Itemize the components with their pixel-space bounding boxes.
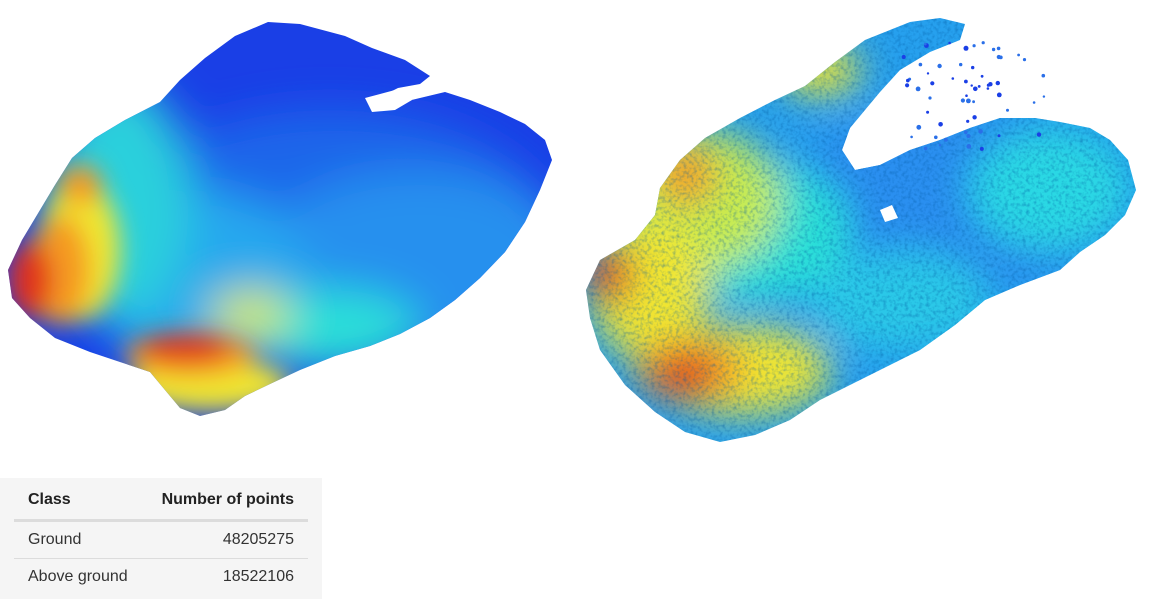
scatter-point — [1042, 95, 1046, 98]
scatter-point — [965, 94, 968, 97]
row-class-ground: Ground — [14, 520, 145, 559]
scatter-point — [981, 41, 985, 45]
scatter-point — [923, 146, 928, 151]
row-points-above-ground: 18522106 — [222, 568, 294, 585]
table-header-row: Class Number of points — [14, 481, 308, 522]
scatter-point — [959, 62, 963, 67]
scatter-point — [966, 98, 971, 104]
scatter-point — [928, 96, 932, 100]
scatter-point — [996, 92, 1002, 98]
scatter-point — [997, 134, 1001, 138]
scatter-point — [972, 115, 977, 120]
scatter-point — [977, 85, 981, 88]
canopy-gap-small — [880, 205, 898, 222]
row-points-ground: 48205275 — [144, 520, 308, 559]
scatter-point — [1022, 58, 1027, 62]
scatter-point — [938, 144, 942, 147]
scatter-point — [973, 86, 978, 92]
scatter-point — [906, 78, 910, 83]
scatter-point — [918, 62, 923, 67]
scatter-point — [1017, 53, 1020, 57]
scatter-point — [986, 87, 990, 90]
scatter-point — [980, 74, 984, 78]
scatter-point — [979, 146, 984, 151]
scatter-point — [978, 129, 983, 134]
class-point-count-panel: Class Number of points Ground 48205275 A… — [0, 478, 322, 599]
scatter-point — [966, 144, 972, 149]
ground-elevation-surface — [8, 22, 552, 416]
scatter-point — [924, 42, 927, 46]
scatter-point — [964, 79, 968, 84]
row-class-above-ground: Above ground — [28, 568, 128, 585]
scatter-point — [951, 77, 955, 80]
scatter-point — [960, 98, 965, 103]
scatter-point — [948, 41, 951, 45]
scatter-point — [915, 86, 921, 92]
above-ground-height-surface — [586, 18, 1136, 442]
sparse-points — [901, 41, 1046, 151]
canopy-gap-large — [870, 70, 960, 140]
scatter-point — [910, 135, 913, 139]
scatter-point — [988, 82, 993, 87]
scatter-point — [996, 46, 1001, 51]
scatter-point — [930, 81, 935, 86]
ground-point-cloud-view — [0, 0, 560, 460]
scatter-point — [901, 54, 906, 60]
scatter-point — [1041, 73, 1046, 78]
scatter-point — [970, 84, 973, 87]
scatter-point — [963, 45, 969, 51]
ground-data-gap — [365, 90, 412, 112]
scatter-point — [905, 83, 910, 88]
scatter-point — [1006, 108, 1009, 112]
scatter-point — [991, 47, 996, 52]
scatter-point — [995, 80, 1000, 86]
table-row: Ground 48205275 — [14, 520, 308, 559]
scatter-point — [926, 110, 930, 114]
scatter-point — [934, 135, 938, 140]
scatter-point — [971, 65, 975, 70]
scatter-point — [937, 63, 942, 69]
scatter-point — [943, 137, 948, 142]
scatter-point — [966, 119, 970, 123]
scatter-point — [1032, 101, 1036, 104]
table-row: Above ground 18522106 — [14, 559, 308, 596]
scatter-point — [972, 100, 975, 104]
scatter-point — [996, 54, 1001, 60]
column-header-number-of-points: Number of points — [144, 481, 308, 522]
scatter-point — [972, 44, 976, 48]
class-point-count-table: Class Number of points Ground 48205275 A… — [14, 481, 308, 595]
scatter-point — [964, 130, 968, 134]
scatter-point — [966, 134, 971, 138]
scatter-point — [1036, 132, 1042, 137]
column-header-class: Class — [14, 481, 145, 522]
scatter-point — [926, 72, 930, 75]
above-ground-point-cloud-view — [580, 0, 1149, 460]
scatter-point — [938, 122, 943, 127]
scatter-point — [916, 124, 922, 130]
